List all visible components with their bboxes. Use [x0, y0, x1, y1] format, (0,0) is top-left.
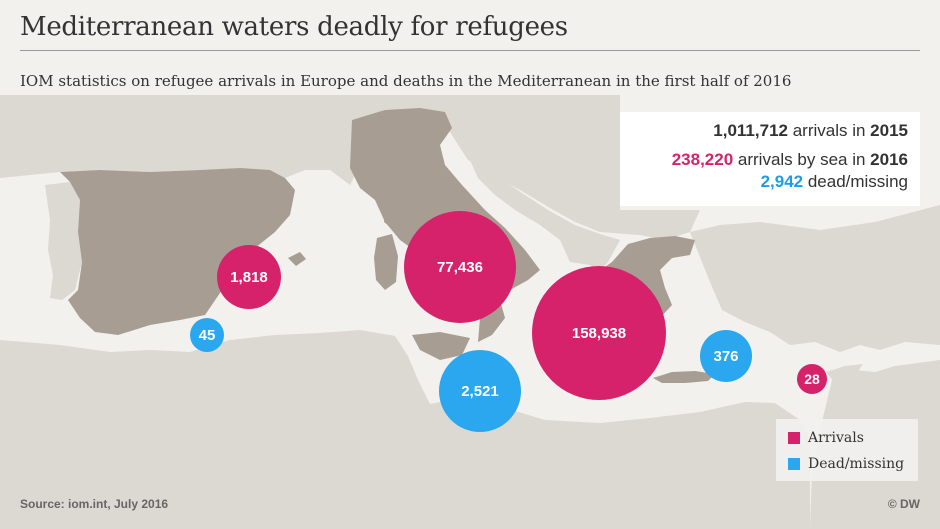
summary-stats-box: 1,011,712 arrivals in 2015 238,220 arriv…: [620, 112, 920, 206]
legend-item-dead: Dead/missing: [788, 456, 904, 472]
legend-arrivals-label: Arrivals: [808, 430, 864, 446]
marker-spain-arrivals-label: 1,818: [230, 268, 268, 286]
marker-spain-arrivals: 1,818: [217, 245, 281, 309]
stat-2015-text: arrivals in: [787, 121, 871, 140]
marker-central-med-dead-label: 2,521: [461, 382, 499, 400]
stat-2015-year: 2015: [870, 121, 908, 140]
marker-spain-dead-label: 45: [198, 326, 216, 344]
turkey-landmass: [690, 205, 940, 352]
north-africa-landmass: [0, 330, 810, 529]
stat-2016-text: arrivals by sea in: [733, 150, 871, 169]
stat-2016-sea-arrivals: 238,220 arrivals by sea in 2016: [620, 149, 908, 171]
marker-spain-dead: 45: [190, 318, 224, 352]
dead-swatch: [788, 458, 800, 470]
marker-italy-arrivals-label: 77,436: [437, 258, 483, 276]
spain-country: [60, 168, 295, 335]
stat-2016-value: 238,220: [671, 150, 734, 169]
cyprus-island: [826, 364, 863, 383]
marker-central-med-dead: 2,521: [439, 350, 521, 432]
sardinia-island: [374, 234, 398, 290]
page-subtitle: IOM statistics on refugee arrivals in Eu…: [20, 72, 792, 90]
marker-eastern-med-dead: 376: [700, 330, 752, 382]
marker-greece-arrivals-label: 158,938: [571, 324, 627, 342]
central-europe-landmass: [0, 95, 700, 240]
marker-italy-arrivals: 77,436: [404, 211, 516, 323]
marker-cyprus-arrivals: 28: [797, 364, 827, 394]
credit-note: © DW: [887, 497, 920, 511]
marker-cyprus-arrivals-label: 28: [804, 371, 820, 387]
page-title: Mediterranean waters deadly for refugees: [20, 12, 568, 42]
stat-dead-missing: 2,942 dead/missing: [620, 171, 908, 193]
portugal-country: [45, 182, 82, 300]
crete-island: [653, 371, 715, 383]
legend-item-arrivals: Arrivals: [788, 430, 864, 446]
stat-2016-year: 2016: [870, 150, 908, 169]
legend: Arrivals Dead/missing: [776, 419, 918, 481]
stat-dead-value: 2,942: [760, 172, 804, 191]
title-divider: [20, 50, 920, 51]
legend-dead-label: Dead/missing: [808, 456, 905, 472]
corsica-island: [384, 198, 398, 228]
stat-2015-value: 1,011,712: [713, 121, 788, 140]
source-note: Source: iom.int, July 2016: [20, 497, 169, 511]
stat-2015-arrivals: 1,011,712 arrivals in 2015: [620, 120, 908, 142]
arrivals-swatch: [788, 432, 800, 444]
marker-greece-arrivals: 158,938: [532, 266, 666, 400]
balkans-landmass: [470, 160, 620, 272]
sicily-island: [412, 332, 470, 360]
balearic-islands: [288, 252, 306, 266]
marker-eastern-med-dead-label: 376: [713, 347, 739, 365]
stat-dead-text: dead/missing: [803, 172, 908, 191]
